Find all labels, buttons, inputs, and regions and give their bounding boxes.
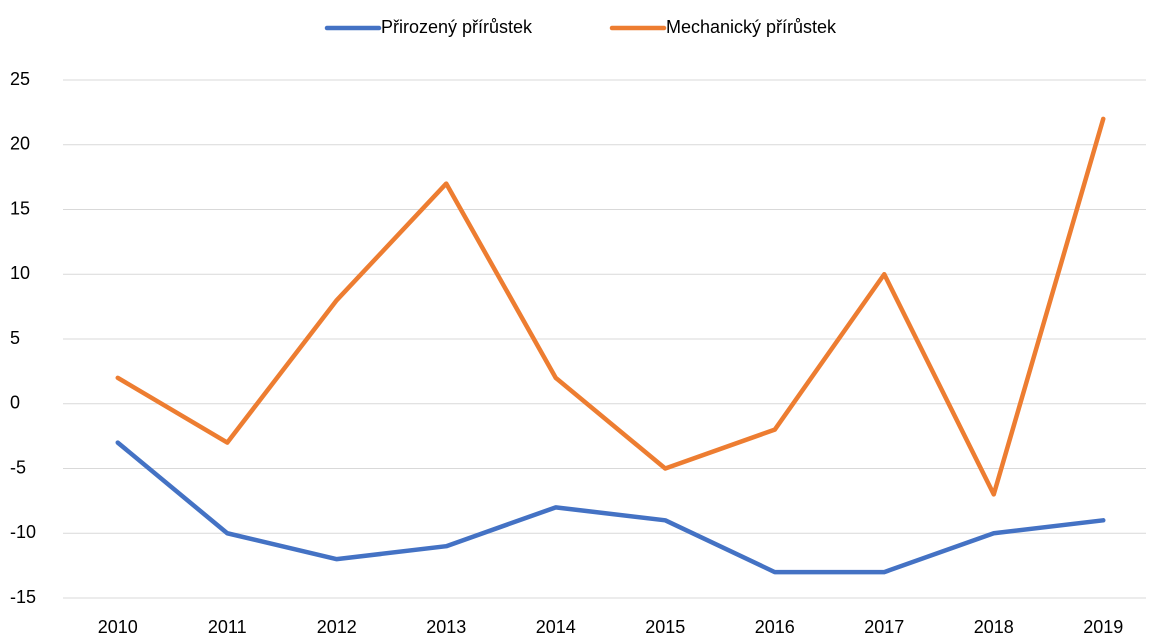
x-tick-label: 2019 [1083,617,1123,637]
legend-label: Přirozený přírůstek [381,17,533,37]
y-tick-label: 0 [10,393,20,413]
x-tick-label: 2015 [645,617,685,637]
x-tick-label: 2017 [864,617,904,637]
y-tick-label: -5 [10,457,26,477]
y-tick-label: 15 [10,198,30,218]
line-series [115,116,1106,497]
y-tick-label: 5 [10,328,20,348]
x-tick-label: 2012 [317,617,357,637]
legend-label: Mechanický přírůstek [666,17,837,37]
y-tick-label: -10 [10,522,36,542]
x-tick-label: 2011 [208,617,247,637]
y-tick-label: 25 [10,69,30,89]
y-tick-label: -15 [10,587,36,607]
x-tick-label: 2013 [426,617,466,637]
y-tick-label: 10 [10,263,30,283]
x-tick-label: 2014 [536,617,576,637]
line-series [115,440,1106,575]
x-tick-label: 2010 [98,617,138,637]
y-tick-label: 20 [10,134,30,154]
x-tick-label: 2018 [974,617,1014,637]
x-tick-label: 2016 [755,617,795,637]
